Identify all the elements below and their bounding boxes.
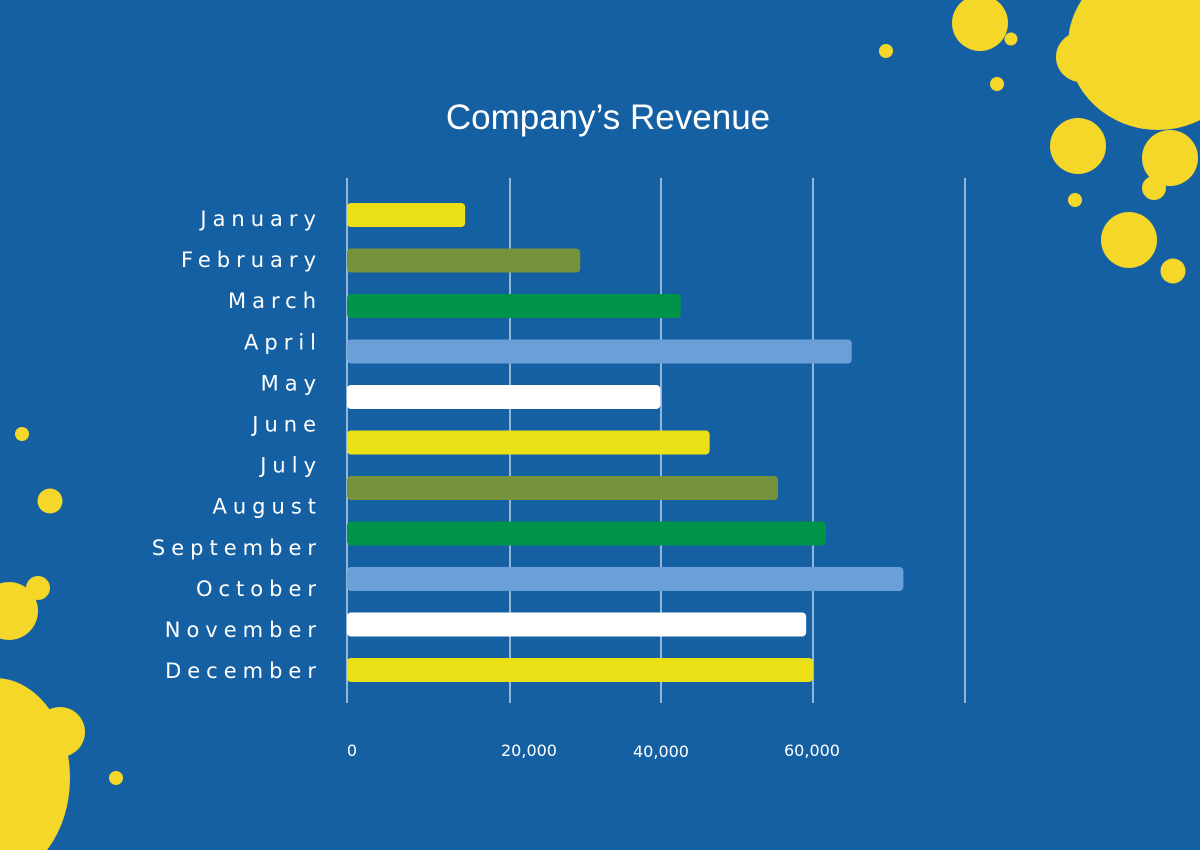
decor-circle	[1068, 193, 1082, 207]
chart-title: Company’s Revenue	[445, 98, 771, 137]
bar-october	[347, 567, 904, 591]
bar-august	[347, 476, 779, 500]
x-tick-label: 20,000	[501, 741, 557, 760]
decor-circle	[0, 582, 38, 640]
decor-circle	[1101, 212, 1157, 268]
x-tick-label: 60,000	[784, 741, 840, 760]
decor-circle	[1142, 130, 1198, 186]
decor-circle	[1160, 258, 1186, 284]
category-label: August	[213, 495, 323, 519]
decor-circle	[35, 707, 85, 757]
category-label: September	[152, 536, 322, 560]
decor-circle	[879, 44, 893, 58]
x-tick-label: 0	[347, 741, 357, 760]
decor-circle	[109, 771, 123, 785]
category-label: July	[258, 454, 322, 478]
category-label: June	[250, 413, 322, 437]
category-label: November	[165, 618, 322, 642]
decor-circle	[15, 427, 29, 441]
category-label: January	[198, 207, 322, 231]
bar-april	[347, 339, 852, 364]
bar-february	[347, 248, 581, 273]
decor-circle	[26, 576, 50, 600]
decor-circle	[1068, 0, 1200, 130]
decor-circle	[990, 77, 1004, 91]
category-label: December	[165, 659, 322, 683]
category-label: April	[244, 330, 322, 354]
decor-circle	[1056, 32, 1106, 82]
decor-circle	[1050, 118, 1106, 174]
category-label: February	[181, 248, 322, 272]
category-label: October	[196, 577, 322, 601]
bar-november	[347, 612, 807, 637]
decor-circle	[952, 0, 1008, 51]
category-label: March	[228, 289, 322, 313]
category-label: May	[261, 371, 322, 395]
bar-september	[347, 521, 826, 546]
bar-march	[347, 294, 681, 318]
bar-december	[347, 658, 813, 682]
bar-june	[347, 430, 710, 455]
decor-circle	[1004, 32, 1018, 46]
bar-january	[347, 203, 466, 227]
x-tick-label: 40,000	[633, 742, 689, 761]
decor-circle	[1142, 176, 1166, 200]
bar-may	[347, 385, 661, 409]
decor-circle	[37, 488, 63, 514]
